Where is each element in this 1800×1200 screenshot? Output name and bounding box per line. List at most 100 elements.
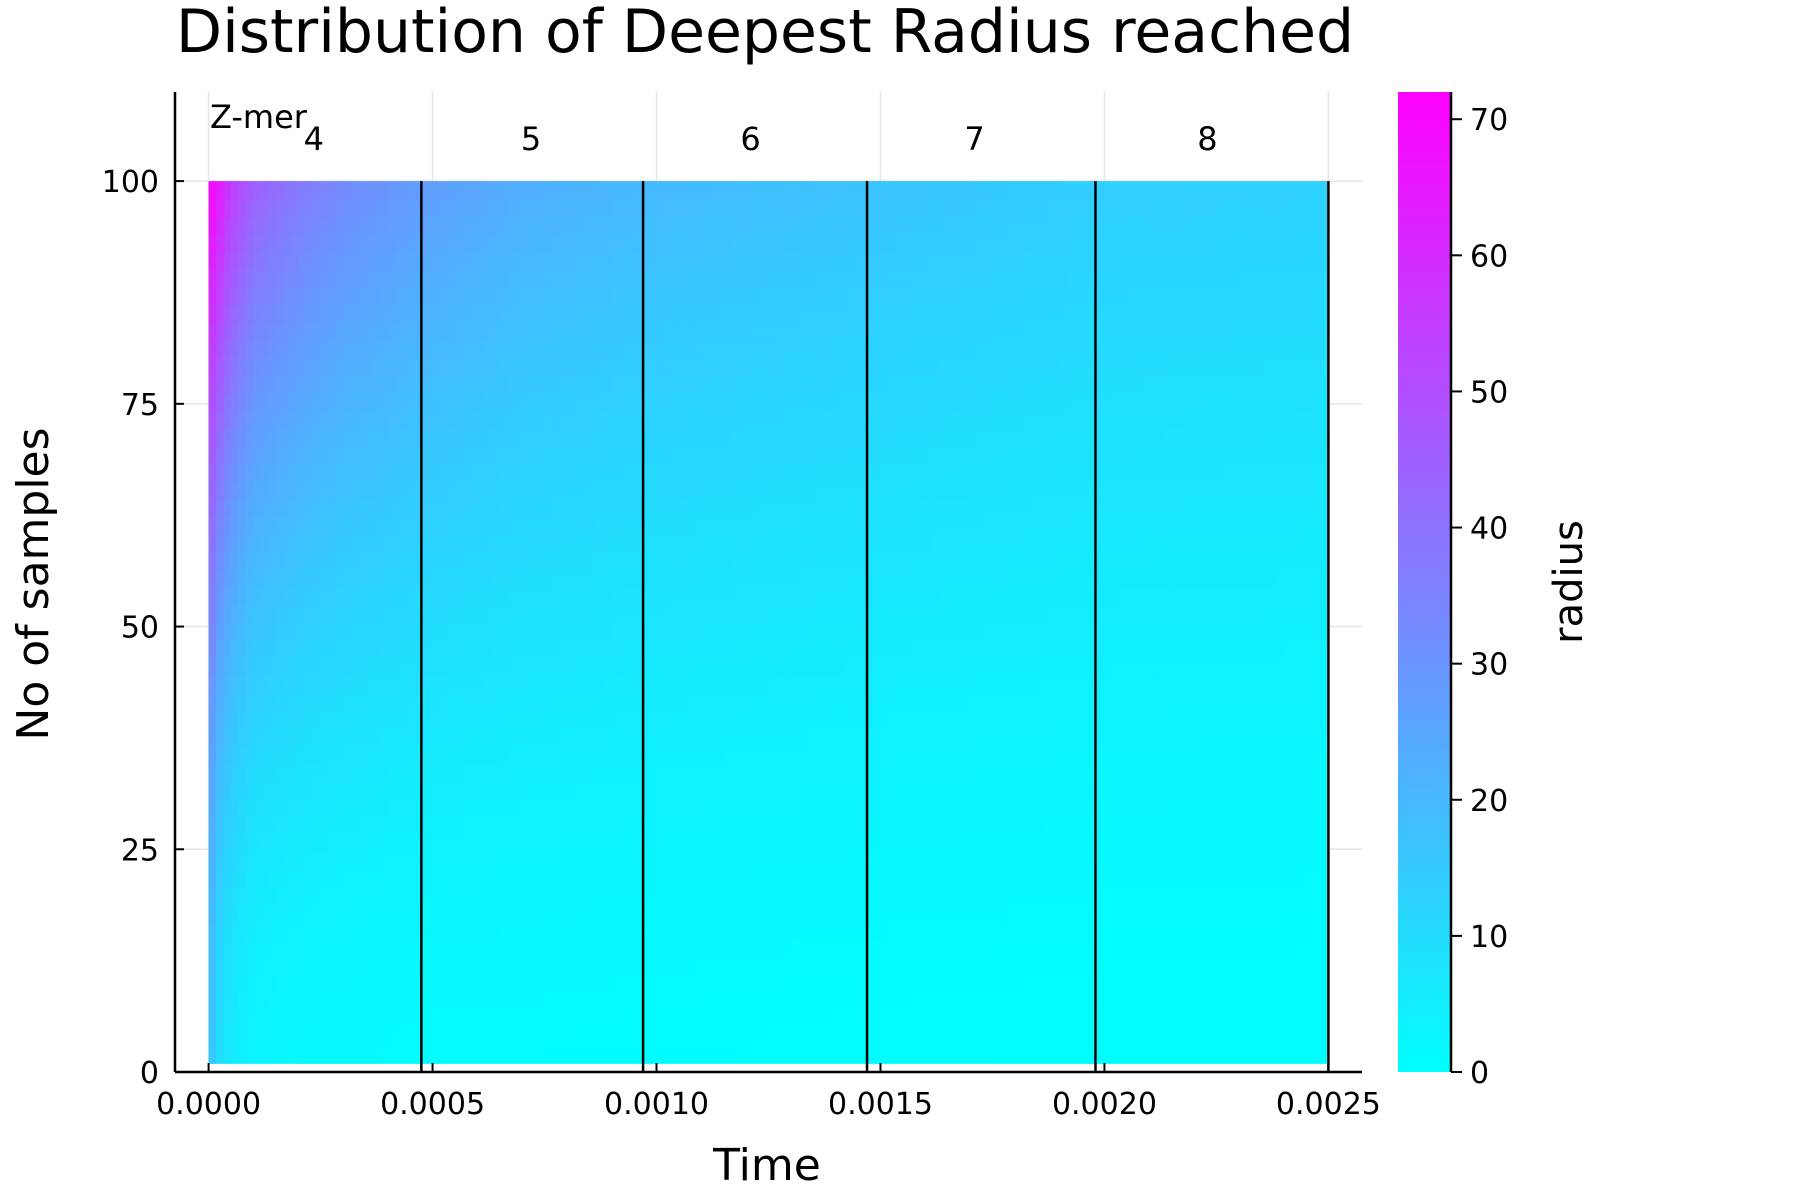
heatmap-cell — [447, 516, 456, 535]
heatmap-cell — [678, 181, 688, 200]
heatmap-cell — [925, 445, 934, 465]
heatmap-cell — [537, 1010, 546, 1029]
heatmap-cell — [223, 1010, 232, 1029]
heatmap-cell — [596, 745, 606, 765]
heatmap-cell — [880, 639, 889, 659]
heatmap-cell — [708, 551, 718, 570]
heatmap-cell — [678, 1045, 688, 1064]
heatmap-cell — [357, 869, 367, 888]
heatmap-cell — [462, 939, 471, 959]
heatmap-cell — [619, 463, 628, 482]
heatmap-cell — [365, 639, 374, 659]
heatmap-cell — [477, 251, 486, 271]
heatmap-cell — [328, 198, 337, 218]
heatmap-cell — [230, 498, 240, 518]
heatmap-cell — [604, 992, 613, 1011]
heatmap-cell — [529, 604, 538, 623]
heatmap-cell — [380, 1045, 389, 1064]
heatmap-cell — [566, 516, 576, 535]
heatmap-cell — [708, 269, 718, 288]
heatmap-cell — [477, 234, 486, 253]
heatmap-cell — [611, 745, 620, 765]
heatmap-cell — [656, 957, 665, 976]
heatmap-cell — [230, 533, 240, 553]
heatmap-cell — [462, 745, 471, 765]
heatmap-cell — [238, 322, 247, 341]
heatmap-cell — [798, 234, 807, 253]
heatmap-cell — [805, 480, 815, 500]
heatmap-cell — [746, 445, 755, 465]
heatmap-cell — [529, 939, 538, 959]
heatmap-cell — [604, 428, 613, 447]
heatmap-cell — [783, 921, 792, 941]
heatmap-cell — [410, 445, 419, 465]
heatmap-cell — [566, 939, 576, 959]
heatmap-cell — [559, 710, 568, 729]
heatmap-cell — [365, 339, 374, 359]
heatmap-cell — [305, 216, 314, 235]
heatmap-cell — [761, 622, 770, 641]
heatmap-cell — [514, 657, 523, 676]
heatmap-cell — [813, 1027, 822, 1047]
heatmap-cell — [604, 657, 613, 676]
heatmap-cell — [432, 304, 441, 324]
heatmap-cell — [223, 533, 232, 553]
heatmap-cell — [275, 339, 285, 359]
heatmap-cell — [537, 675, 546, 694]
heatmap-cell — [783, 727, 792, 747]
heatmap-cell — [492, 622, 501, 641]
heatmap-cell — [230, 869, 240, 888]
heatmap-cell — [275, 234, 285, 253]
heatmap-cell — [372, 1010, 382, 1029]
heatmap-cell — [298, 463, 307, 482]
heatmap-cell — [649, 763, 658, 782]
heatmap-cell — [454, 833, 464, 853]
heatmap-cell — [305, 957, 314, 976]
heatmap-cell — [298, 410, 307, 429]
heatmap-cell — [641, 974, 650, 994]
heatmap-cell — [619, 375, 628, 394]
heatmap-cell — [529, 181, 538, 200]
heatmap-cell — [245, 269, 255, 288]
heatmap-cell — [372, 639, 382, 659]
heatmap-cell — [552, 1027, 561, 1047]
heatmap-cell — [290, 234, 299, 253]
heatmap-cell — [858, 410, 867, 429]
heatmap-cell — [917, 763, 927, 782]
heatmap-cell — [619, 269, 628, 288]
heatmap-cell — [775, 904, 785, 923]
heatmap-cell — [902, 833, 912, 853]
heatmap-cell — [529, 445, 538, 465]
heatmap-cell — [395, 1010, 404, 1029]
heatmap-cell — [484, 216, 494, 235]
heatmap-cell — [723, 569, 732, 588]
heatmap-cell — [656, 816, 665, 835]
heatmap-cell — [828, 763, 837, 782]
heatmap-cell — [544, 410, 553, 429]
heatmap-cell — [410, 533, 419, 553]
heatmap-cell — [783, 816, 792, 835]
heatmap-cell — [372, 957, 382, 976]
heatmap-cell — [716, 657, 725, 676]
heatmap-cell — [230, 816, 240, 835]
heatmap-cell — [387, 234, 397, 253]
heatmap-cell — [447, 586, 456, 606]
heatmap-cell — [216, 604, 225, 623]
heatmap-cell — [843, 463, 852, 482]
heatmap-cell — [775, 480, 785, 500]
heatmap-cell — [574, 798, 583, 817]
heatmap-cell — [686, 428, 695, 447]
heatmap-cell — [731, 921, 740, 941]
heatmap-cell — [768, 198, 777, 218]
heatmap-cell — [596, 216, 606, 235]
heatmap-cell — [462, 498, 471, 518]
heatmap-cell — [932, 480, 942, 500]
heatmap-cell — [775, 992, 785, 1011]
heatmap-cell — [589, 869, 598, 888]
heatmap-cell — [708, 322, 718, 341]
heatmap-cell — [395, 375, 404, 394]
heatmap-cell — [790, 463, 800, 482]
heatmap-cell — [522, 516, 531, 535]
heatmap-cell — [850, 657, 859, 676]
heatmap-cell — [320, 551, 329, 570]
